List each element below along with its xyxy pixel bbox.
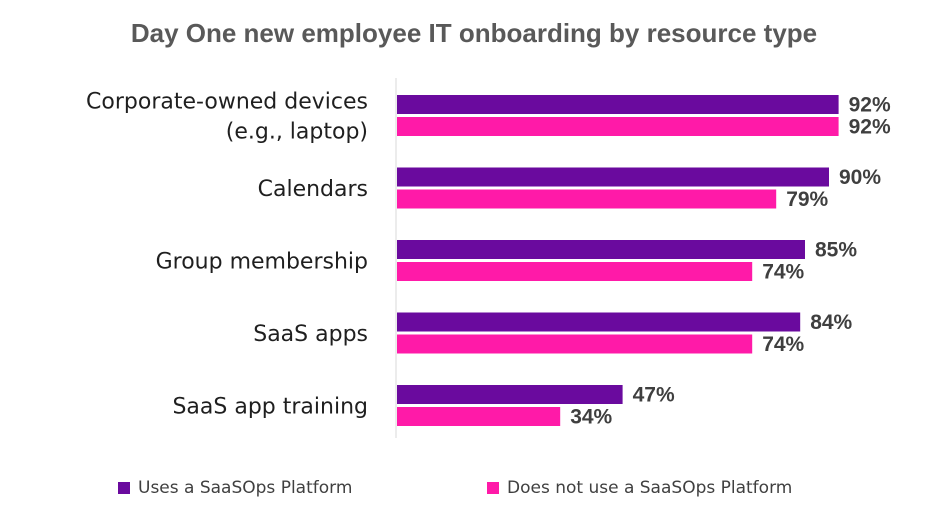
category-label: Calendars xyxy=(258,177,368,202)
data-label: 47% xyxy=(633,384,675,407)
bar-no-saasops xyxy=(397,407,561,426)
category-label: Group membership xyxy=(156,250,368,275)
legend-item-uses-saasops: Uses a SaaSOps Platform xyxy=(118,478,352,498)
legend-swatch-no-saasops xyxy=(487,482,499,494)
data-label: 74% xyxy=(762,333,804,356)
chart-title: Day One new employee IT onboarding by re… xyxy=(130,18,818,48)
data-label: 74% xyxy=(762,261,804,284)
bar-uses-saasops xyxy=(397,312,801,332)
legend: Uses a SaaSOps Platform Does not use a S… xyxy=(0,478,948,502)
data-label: 90% xyxy=(839,166,881,189)
legend-label-no-saasops: Does not use a SaaSOps Platform xyxy=(507,478,793,498)
bar-no-saasops xyxy=(397,334,753,354)
data-label: 92% xyxy=(849,116,891,139)
bar-chart: Corporate-owned devices (e.g., laptop) 92%… xyxy=(86,78,891,438)
bar-uses-saasops xyxy=(397,385,623,404)
bar-no-saasops xyxy=(397,117,839,136)
data-label: 84% xyxy=(810,311,852,334)
bar-uses-saasops xyxy=(397,95,839,114)
legend-swatch-uses-saasops xyxy=(118,482,130,494)
legend-item-no-saasops: Does not use a SaaSOps Platform xyxy=(487,478,792,498)
data-label: 92% xyxy=(849,94,891,117)
category-label: Corporate-owned devices (e.g., laptop) xyxy=(86,90,368,145)
bar-no-saasops xyxy=(397,189,777,209)
data-label: 34% xyxy=(570,406,612,429)
data-label: 79% xyxy=(786,188,828,211)
bar-no-saasops xyxy=(397,262,753,281)
category-label: SaaS apps xyxy=(253,322,368,347)
bar-uses-saasops xyxy=(397,240,805,259)
data-label: 85% xyxy=(815,239,857,262)
legend-label-uses-saasops: Uses a SaaSOps Platform xyxy=(138,478,353,498)
bar-uses-saasops xyxy=(397,167,829,187)
category-label: SaaS app training xyxy=(172,395,368,420)
